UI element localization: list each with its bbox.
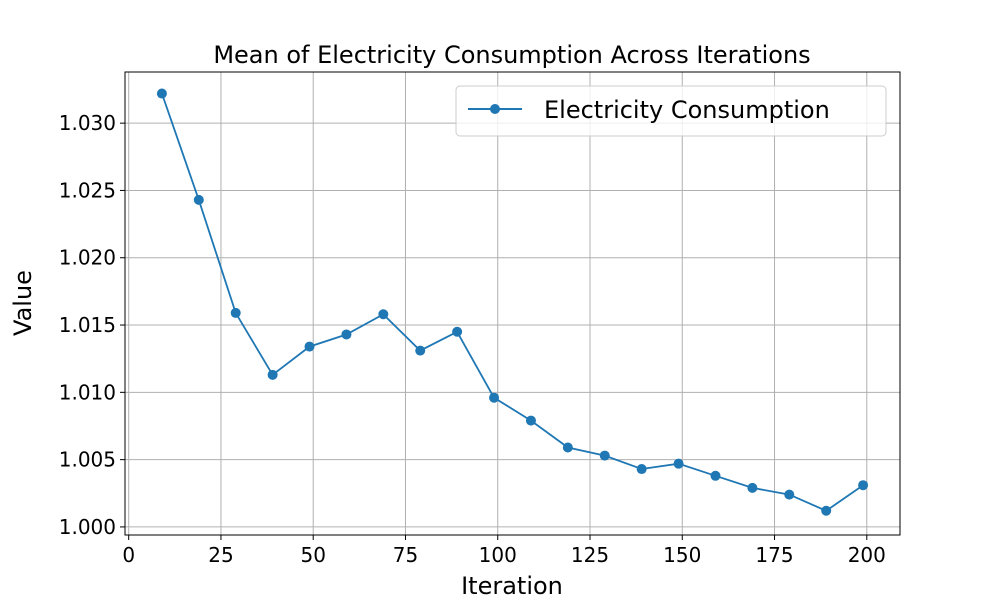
series-line bbox=[161, 93, 864, 512]
x-tick-label: 175 bbox=[755, 543, 793, 567]
data-point bbox=[156, 88, 167, 99]
data-point bbox=[193, 194, 204, 205]
plot-area bbox=[156, 88, 869, 516]
y-tick-label: 1.000 bbox=[59, 515, 116, 539]
y-tick-label: 1.030 bbox=[59, 111, 116, 135]
x-axis-ticks: 0 25 50 75 100 125 150 175 200 bbox=[122, 535, 886, 567]
y-tick-label: 1.005 bbox=[59, 448, 116, 472]
data-point bbox=[858, 480, 869, 491]
data-point bbox=[599, 450, 610, 461]
x-tick-label: 50 bbox=[300, 543, 325, 567]
x-tick-label: 200 bbox=[848, 543, 886, 567]
y-tick-label: 1.015 bbox=[59, 313, 116, 337]
x-tick-label: 75 bbox=[393, 543, 418, 567]
x-tick-label: 150 bbox=[663, 543, 701, 567]
data-point bbox=[378, 309, 389, 320]
legend-marker bbox=[490, 104, 500, 114]
x-tick-label: 100 bbox=[479, 543, 517, 567]
legend-box bbox=[455, 85, 887, 137]
data-point bbox=[710, 470, 721, 481]
x-tick-label: 125 bbox=[571, 543, 609, 567]
x-tick-label: 25 bbox=[208, 543, 233, 567]
data-point bbox=[304, 341, 315, 352]
data-point bbox=[673, 458, 684, 469]
data-point bbox=[562, 442, 573, 453]
data-point bbox=[415, 345, 426, 356]
data-point bbox=[747, 482, 758, 493]
axes-frame bbox=[124, 71, 901, 536]
y-tick-label: 1.025 bbox=[59, 178, 116, 202]
legend: Electricity Consumption bbox=[455, 85, 887, 137]
chart-title: Mean of Electricity Consumption Across I… bbox=[213, 41, 810, 69]
data-point bbox=[230, 307, 241, 318]
data-point bbox=[452, 326, 463, 337]
data-point bbox=[525, 415, 536, 426]
data-point bbox=[784, 489, 795, 500]
data-point bbox=[636, 464, 647, 475]
y-tick-label: 1.020 bbox=[59, 246, 116, 270]
y-axis-ticks: 1.000 1.005 1.010 1.015 1.020 1.025 1.030 bbox=[59, 111, 125, 539]
data-point bbox=[821, 505, 832, 516]
data-point bbox=[341, 329, 352, 340]
y-axis-label: Value bbox=[9, 270, 37, 336]
data-point bbox=[267, 369, 278, 380]
x-axis-label: Iteration bbox=[461, 572, 563, 600]
y-tick-label: 1.010 bbox=[59, 380, 116, 404]
legend-label: Electricity Consumption bbox=[544, 96, 830, 124]
x-tick-label: 0 bbox=[122, 543, 135, 567]
data-point bbox=[489, 392, 500, 403]
grid-lines bbox=[125, 72, 900, 535]
